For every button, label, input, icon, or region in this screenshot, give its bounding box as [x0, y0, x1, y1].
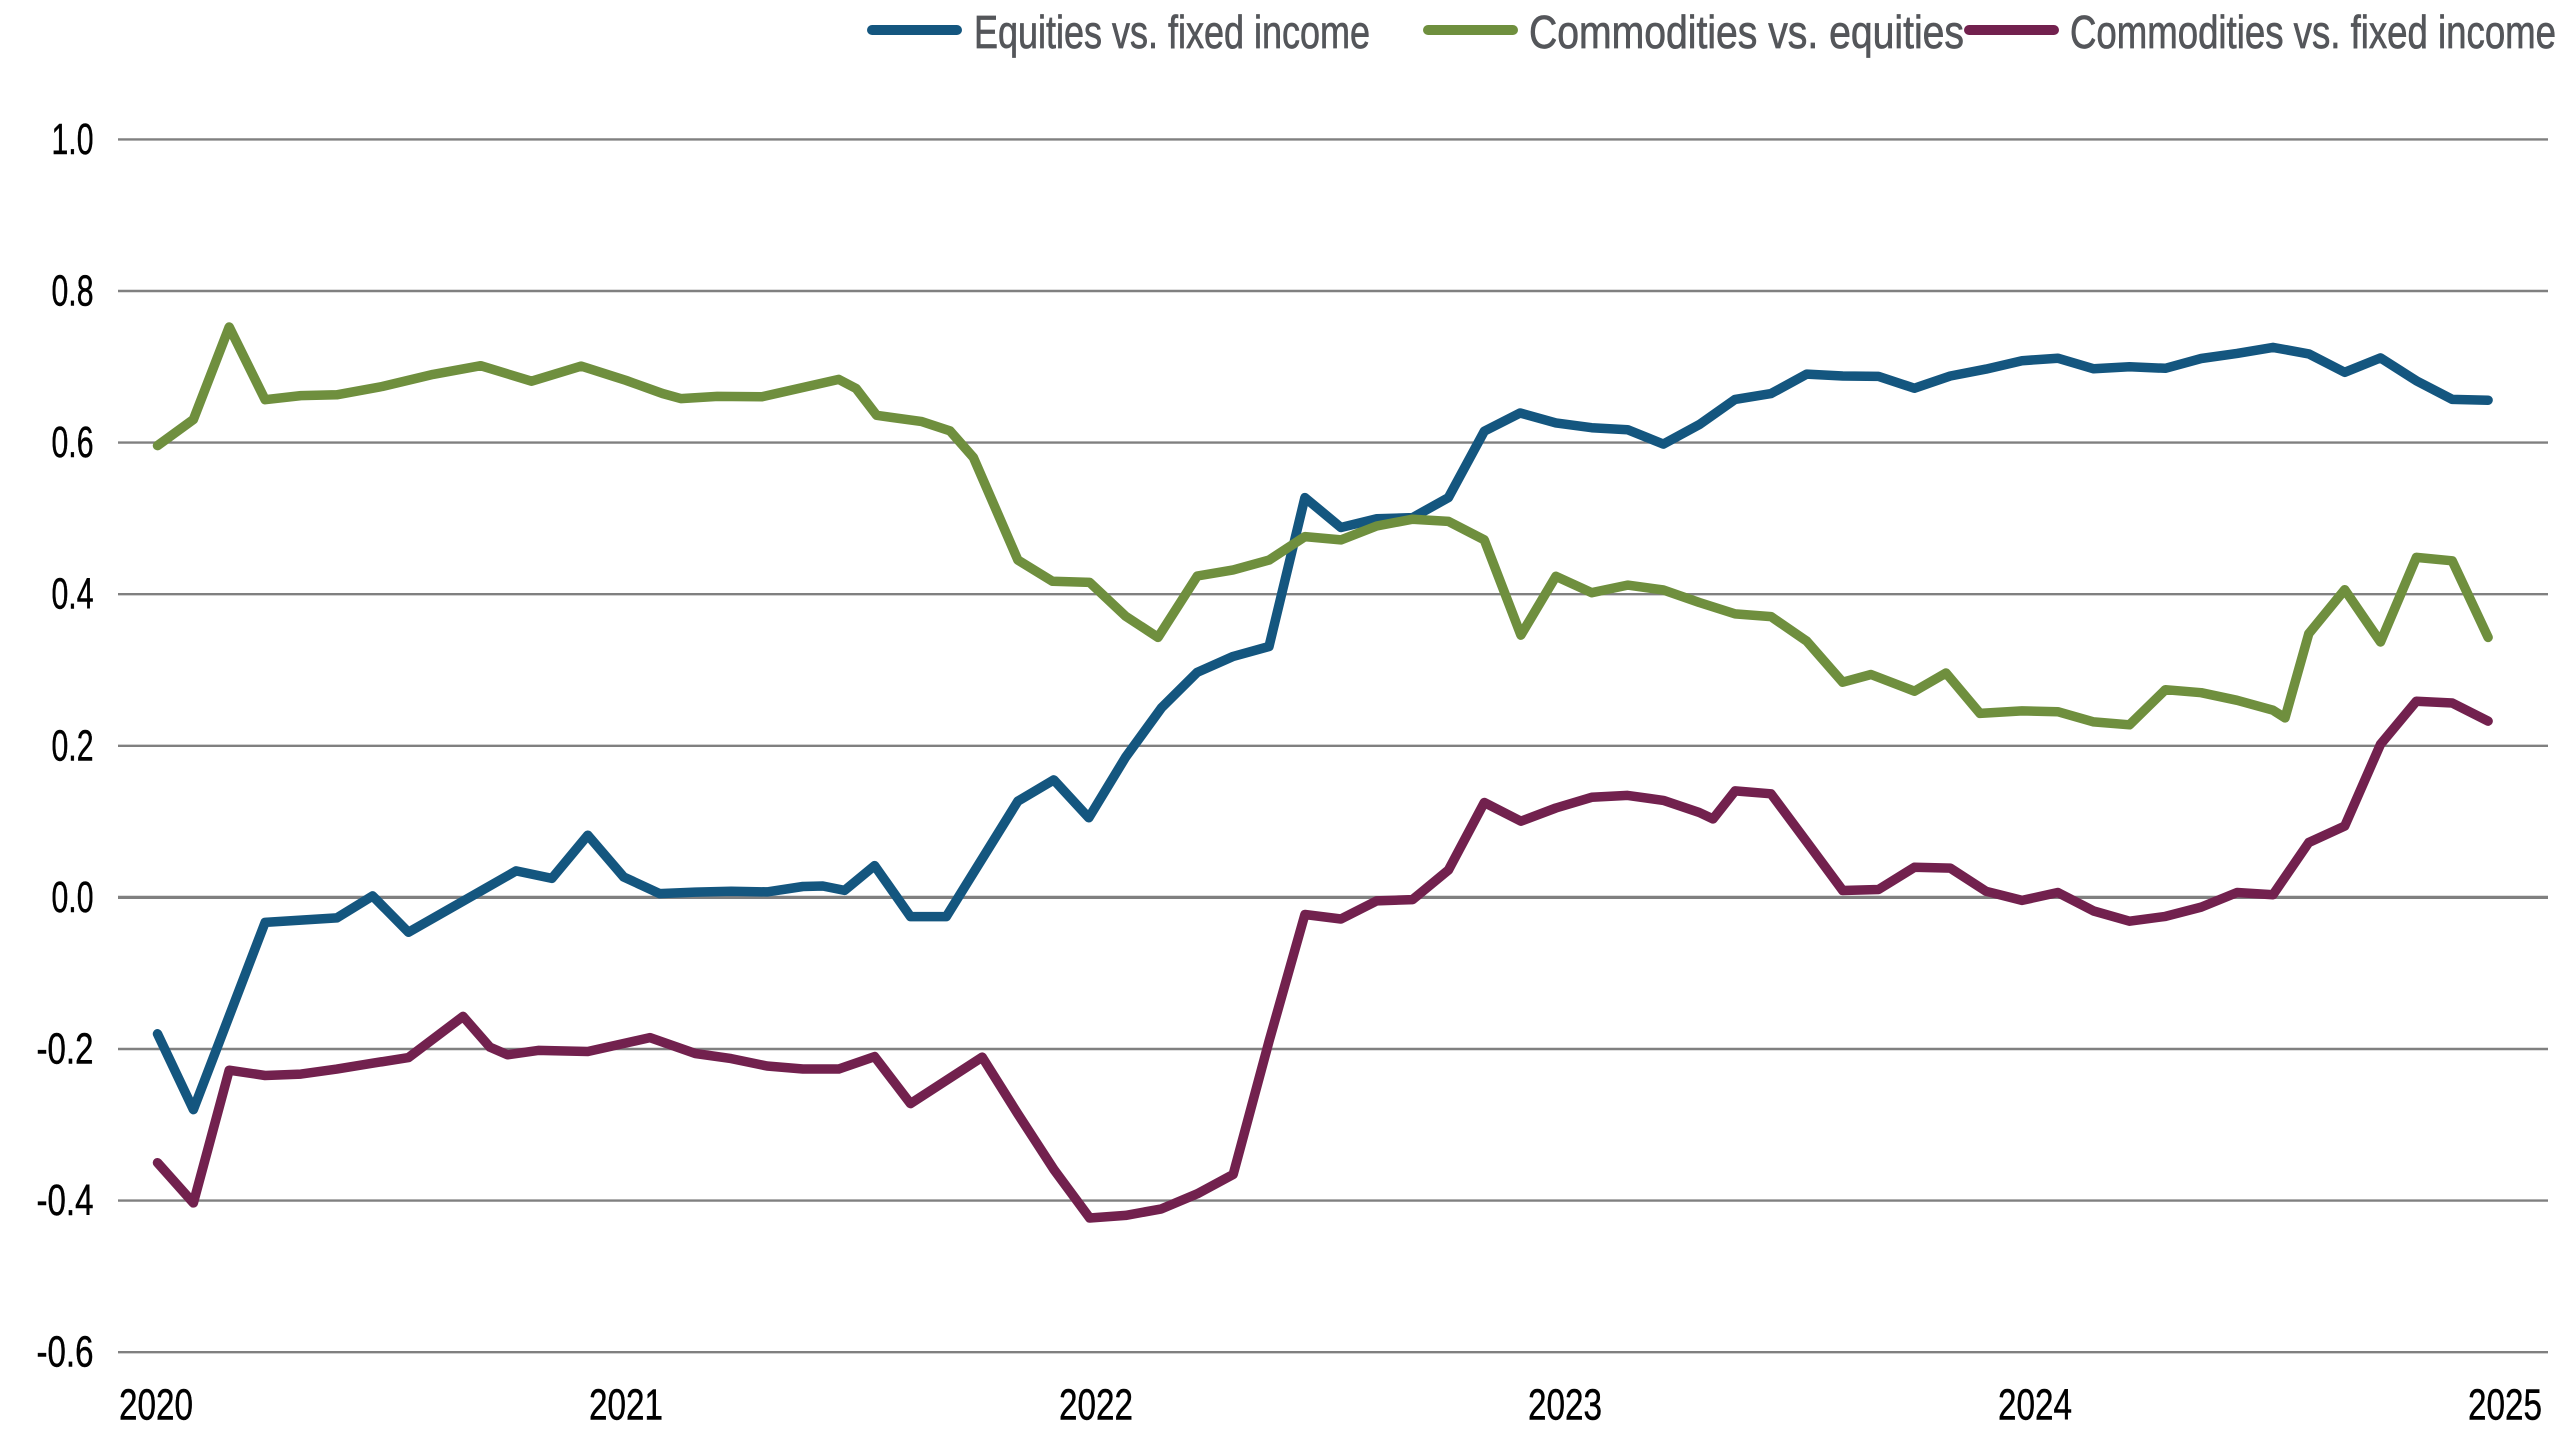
svg-text:2023: 2023 [1528, 1381, 1602, 1430]
svg-text:1.0: 1.0 [52, 115, 94, 164]
svg-text:2020: 2020 [119, 1381, 193, 1430]
svg-text:-0.2: -0.2 [37, 1025, 94, 1074]
svg-text:2022: 2022 [1059, 1381, 1133, 1430]
svg-text:0.4: 0.4 [52, 570, 94, 619]
svg-text:0.6: 0.6 [52, 418, 94, 467]
svg-text:0.2: 0.2 [52, 721, 94, 770]
svg-text:Equities vs. fixed income: Equities vs. fixed income [974, 6, 1370, 58]
svg-text:Commodities vs. equities: Commodities vs. equities [1529, 6, 1964, 58]
svg-text:2024: 2024 [1998, 1381, 2072, 1430]
svg-text:-0.6: -0.6 [37, 1328, 94, 1377]
svg-text:2025: 2025 [2468, 1381, 2542, 1430]
svg-text:Commodities vs. fixed income: Commodities vs. fixed income [2070, 6, 2556, 58]
svg-text:2021: 2021 [589, 1381, 663, 1430]
svg-text:-0.4: -0.4 [37, 1176, 94, 1225]
svg-text:0.8: 0.8 [52, 267, 94, 316]
svg-text:0.0: 0.0 [52, 873, 94, 922]
